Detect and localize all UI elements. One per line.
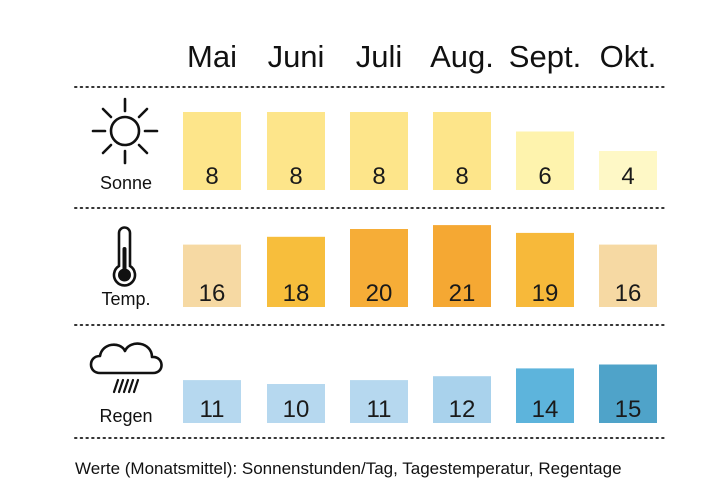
rain-bar — [599, 364, 657, 423]
sun-bar — [350, 112, 408, 190]
rain-value-label: 12 — [449, 396, 476, 423]
rain-value-label: 11 — [367, 396, 392, 423]
temp-value-label: 21 — [449, 280, 476, 307]
sun-value-label: 6 — [538, 163, 551, 190]
month-labels: Mai Juni Juli Aug. Sept. Okt. — [187, 39, 656, 74]
temp-bar — [267, 236, 325, 307]
sun-bar — [183, 112, 241, 190]
bars: 8 8 8 8 6 4 16 18 20 21 19 16 11 10 11 12 14 15 — [183, 112, 657, 423]
month-label: Sept. — [509, 39, 581, 74]
temp-value-label: 19 — [532, 280, 559, 307]
sun-bar — [267, 112, 325, 190]
temp-value-label: 16 — [615, 280, 642, 307]
row-label-rain: Regen — [99, 406, 152, 426]
rain-value-label: 11 — [200, 396, 225, 423]
sun-bar — [516, 131, 574, 190]
rain-bar — [350, 380, 408, 423]
sun-bar — [433, 112, 491, 190]
temp-value-label: 16 — [199, 280, 226, 307]
temp-value-label: 20 — [366, 280, 393, 307]
row-label-sun: Sonne — [100, 173, 152, 193]
temp-value-label: 18 — [283, 280, 310, 307]
footnote: Werte (Monatsmittel): Sonnenstunden/Tag,… — [75, 459, 622, 478]
rain-bar — [516, 368, 574, 423]
rain-bar — [433, 376, 491, 423]
temp-bar — [183, 244, 241, 307]
temp-bar — [516, 232, 574, 307]
rain-cloud-icon — [89, 342, 163, 394]
sun-value-label: 8 — [205, 163, 218, 190]
rain-bar — [183, 380, 241, 423]
row-label-temp: Temp. — [101, 289, 150, 309]
temp-bar — [599, 244, 657, 307]
temp-bar — [350, 229, 408, 307]
month-label: Okt. — [600, 39, 657, 74]
month-label: Aug. — [430, 39, 494, 74]
month-label: Juli — [356, 39, 403, 74]
rain-value-label: 14 — [532, 396, 559, 423]
month-label: Juni — [268, 39, 325, 74]
sun-value-label: 8 — [372, 163, 385, 190]
sun-icon — [91, 97, 159, 165]
month-label: Mai — [187, 39, 237, 74]
sun-value-label: 8 — [289, 163, 302, 190]
sun-value-label: 8 — [455, 163, 468, 190]
temp-bar — [433, 225, 491, 307]
thermometer-icon — [112, 226, 137, 287]
rain-value-label: 10 — [283, 396, 310, 423]
rain-bar — [267, 384, 325, 423]
sun-value-label: 4 — [621, 163, 634, 190]
sun-bar — [599, 151, 657, 190]
rain-value-label: 15 — [615, 396, 642, 423]
